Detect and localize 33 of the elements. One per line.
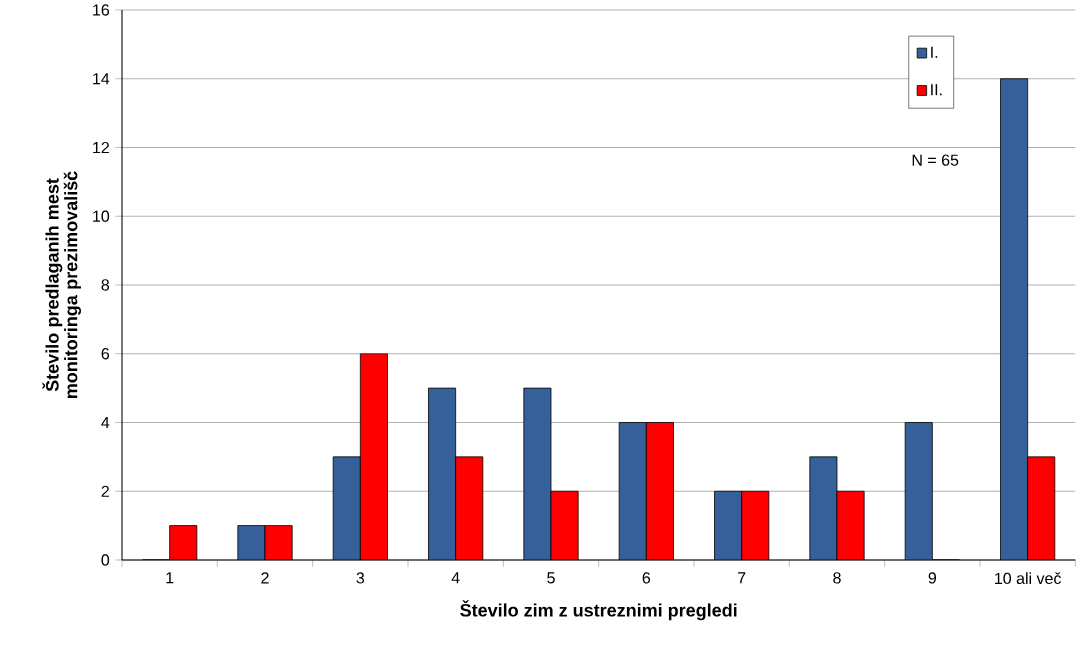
- y-tick-label: 10: [93, 210, 110, 222]
- x-tick-label: 9: [928, 572, 937, 584]
- y-tick-label: 16: [93, 4, 110, 16]
- y-tick-label: 4: [101, 416, 110, 428]
- bar: [619, 422, 647, 560]
- x-tick-label: 1: [166, 572, 174, 584]
- x-tick-label: 5: [547, 572, 555, 584]
- bar: [1000, 78, 1029, 560]
- bar: [809, 456, 837, 560]
- x-tick-label: 6: [642, 572, 651, 584]
- bar: [428, 388, 456, 560]
- bar: [714, 491, 742, 560]
- bar: [237, 525, 266, 560]
- y-tick-label: 2: [101, 485, 109, 497]
- y-tick-label: 8: [101, 279, 110, 291]
- y-tick-label: 12: [93, 141, 109, 154]
- y-axis-title: Število predlaganih mest monitoringa prezimovališč: [42, 171, 81, 398]
- bar: [905, 422, 933, 560]
- x-tick-label: 3: [356, 572, 365, 584]
- x-tick-label: 4: [451, 572, 460, 584]
- bar: [523, 388, 551, 560]
- x-axis-title: Število zim z ustreznimi pregledi: [460, 600, 737, 621]
- annotation: N = 65: [912, 154, 959, 166]
- x-tick-label: 7: [738, 572, 746, 584]
- y-tick-label: 14: [93, 73, 110, 85]
- legend-label: I.: [931, 46, 938, 58]
- y-tick-label: 0: [101, 554, 110, 566]
- x-tick-label: 8: [833, 572, 841, 584]
- bar: [333, 456, 361, 560]
- legend-label: II.: [931, 84, 942, 96]
- x-tick-label: 2: [261, 572, 269, 584]
- x-tick-label: 10 ali več: [995, 572, 1061, 585]
- y-tick-label: 6: [101, 348, 110, 360]
